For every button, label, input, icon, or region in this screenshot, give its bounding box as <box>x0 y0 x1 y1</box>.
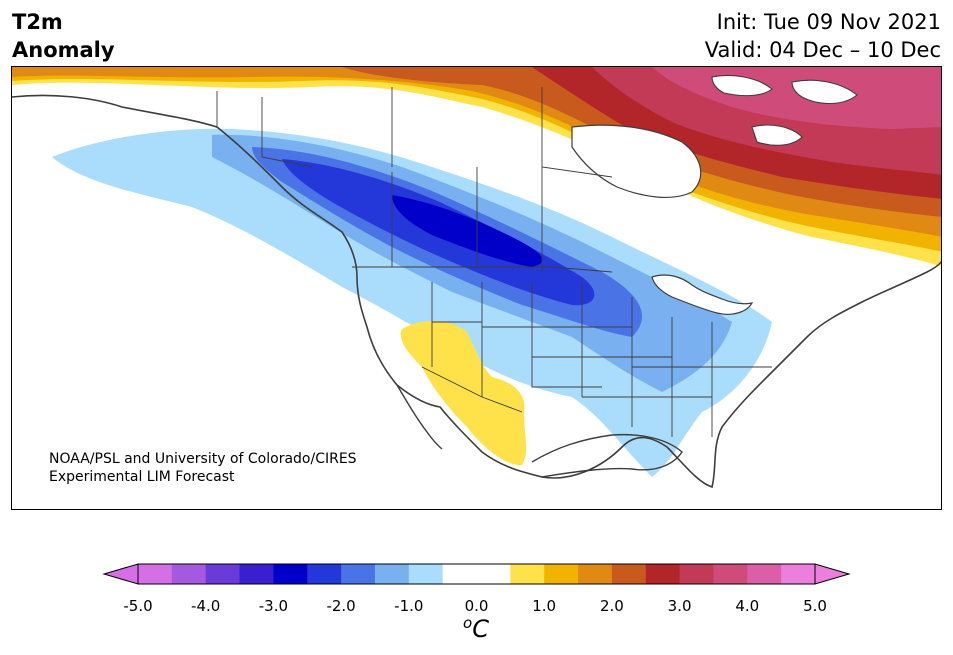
colorbar <box>102 563 851 585</box>
colorbar-tick-label: 2.0 <box>599 597 624 615</box>
north-america-coastline <box>12 94 941 489</box>
colorbar-cell <box>510 564 545 584</box>
anomaly-map <box>11 66 942 510</box>
cold-anomaly-5 <box>392 195 543 267</box>
cold-anomaly-1 <box>52 128 772 477</box>
colorbar-cell <box>611 564 647 584</box>
colorbar-cell <box>307 564 342 584</box>
colorbar-cell <box>374 564 410 584</box>
colorbar-cells <box>138 564 816 584</box>
colorbar-cell <box>544 564 579 584</box>
colorbar-min-arrow <box>102 563 139 585</box>
colorbar-tick-label: 5.0 <box>803 597 827 615</box>
colorbar-tick-label: -4.0 <box>191 597 221 615</box>
colorbar-cell <box>476 564 511 584</box>
credit-line-1: NOAA/PSL and University of Colorado/CIRE… <box>49 451 357 467</box>
colorbar-cell <box>239 564 274 584</box>
colorbar-tick-label: 4.0 <box>735 597 760 615</box>
title-line-2: Anomaly <box>12 38 115 62</box>
units-sup: o <box>463 614 473 632</box>
colorbar-cell <box>273 564 308 584</box>
colorbar-cell <box>205 564 241 584</box>
colorbar-cell <box>138 564 173 584</box>
colorbar-cell <box>442 564 477 584</box>
colorbar-cell <box>713 564 748 584</box>
units-label: oC <box>463 614 489 643</box>
init-date: Init: Tue 09 Nov 2021 <box>716 10 941 34</box>
colorbar-cell <box>578 564 613 584</box>
forecast-credit: NOAA/PSL and University of Colorado/CIRE… <box>49 450 357 486</box>
colorbar-cell <box>679 564 714 584</box>
colorbar-cell <box>781 564 816 584</box>
colorbar-tick-label: -5.0 <box>123 597 153 615</box>
credit-line-2: Experimental LIM Forecast <box>49 469 235 485</box>
date-info: Init: Tue 09 Nov 2021 Valid: 04 Dec – 10… <box>705 8 941 64</box>
colorbar-cell <box>341 564 376 584</box>
map-title: T2m Anomaly <box>12 8 115 64</box>
units-base: C <box>472 615 489 643</box>
valid-range: Valid: 04 Dec – 10 Dec <box>704 38 941 62</box>
baja-california <box>396 384 443 450</box>
colorbar-cell <box>171 564 207 584</box>
colorbar-tick-label: -3.0 <box>258 597 289 615</box>
title-line-1: T2m <box>12 10 63 34</box>
colorbar-tick-label: -2.0 <box>326 597 356 615</box>
colorbar-outline <box>137 563 816 585</box>
map-canvas <box>12 67 941 509</box>
colorbar-tick-label: 3.0 <box>667 597 692 615</box>
political-borders <box>216 87 772 437</box>
colorbar-cell <box>645 564 681 584</box>
colorbar-tick-label: 0.0 <box>464 597 489 615</box>
arctic-islands <box>711 74 858 146</box>
hudson-bay <box>571 124 702 198</box>
colorbar-cell <box>408 564 444 584</box>
gulf-coast <box>531 433 683 478</box>
colorbar-cell <box>747 564 782 584</box>
great-lakes <box>651 274 754 315</box>
colorbar-tick-label: 1.0 <box>532 597 557 615</box>
colorbar-max-arrow <box>814 563 851 585</box>
colorbar-tick-label: -1.0 <box>394 597 424 615</box>
